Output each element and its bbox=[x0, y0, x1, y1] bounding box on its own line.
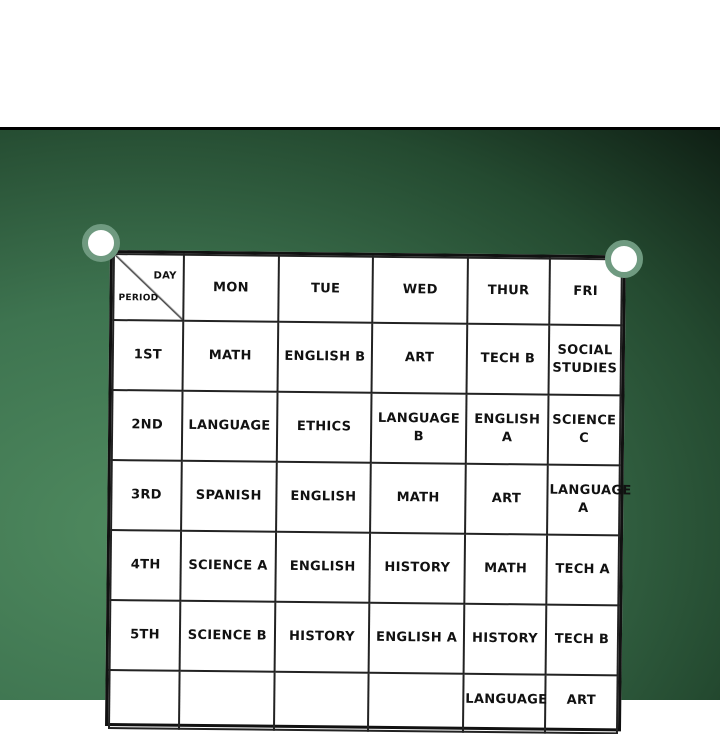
class-cell: ENGLISH bbox=[274, 531, 371, 603]
period-cell: 4TH bbox=[110, 530, 182, 601]
day-label: DAY bbox=[153, 270, 177, 282]
class-cell: LANGUAGE bbox=[181, 390, 278, 462]
corner-cell: DAY PERIOD bbox=[113, 254, 184, 321]
class-cell bbox=[368, 672, 464, 732]
class-cell: SOCIAL STUDIES bbox=[548, 324, 622, 396]
pin-right bbox=[605, 240, 643, 278]
class-cell: TECH B bbox=[466, 323, 550, 395]
class-cell: ART bbox=[465, 463, 548, 535]
period-cell bbox=[108, 670, 180, 729]
class-cell: SCIENCE C bbox=[547, 394, 621, 466]
class-cell: HISTORY bbox=[369, 532, 466, 604]
class-cell: MATH bbox=[370, 462, 466, 534]
period-cell: 1ST bbox=[112, 320, 184, 391]
class-cell: SCIENCE B bbox=[179, 600, 275, 672]
class-cell: MATH bbox=[464, 533, 548, 605]
period-cell: 2ND bbox=[111, 390, 183, 461]
header-row: DAY PERIOD MON TUE WED THUR FRI bbox=[113, 254, 622, 326]
class-cell: SPANISH bbox=[181, 460, 277, 532]
table-row: 4TH SCIENCE A ENGLISH HISTORY MATH TECH A bbox=[110, 530, 620, 606]
class-cell: ENGLISH A bbox=[368, 602, 465, 674]
class-cell: HISTORY bbox=[463, 603, 547, 675]
day-header: THUR bbox=[467, 257, 550, 325]
class-cell: LANGUAGE B bbox=[371, 392, 467, 464]
table-row: 1ST MATH ENGLISH B ART TECH B SOCIAL STUDIES bbox=[112, 320, 622, 396]
class-cell: MATH bbox=[182, 320, 278, 392]
class-cell bbox=[178, 670, 275, 730]
class-cell: ETHICS bbox=[276, 391, 372, 463]
timetable-sheet: DAY PERIOD MON TUE WED THUR FRI 1ST MATH E… bbox=[105, 250, 632, 734]
table-row: LANGUAGE ART bbox=[108, 670, 618, 734]
pin-left bbox=[82, 224, 120, 262]
class-cell: ART bbox=[371, 322, 468, 394]
class-cell: LANGUAGE bbox=[462, 673, 547, 733]
day-header: MON bbox=[183, 254, 279, 322]
class-cell: TECH B bbox=[545, 604, 619, 676]
table-row: 5TH SCIENCE B HISTORY ENGLISH A HISTORY TECH … bbox=[109, 600, 619, 676]
class-cell: ART bbox=[544, 674, 618, 734]
white-panel-top bbox=[0, 0, 720, 127]
class-cell bbox=[273, 671, 369, 731]
day-header: WED bbox=[372, 256, 468, 324]
class-cell: TECH A bbox=[546, 534, 620, 606]
class-cell: HISTORY bbox=[274, 601, 370, 673]
period-cell: 5TH bbox=[109, 600, 181, 671]
period-label: PERIOD bbox=[118, 293, 159, 304]
class-cell: ENGLISH A bbox=[465, 393, 549, 465]
table-row: 2ND LANGUAGE ETHICS LANGUAGE B ENGLISH A SCIE… bbox=[111, 390, 621, 466]
class-cell: LANGUAGE A bbox=[547, 464, 632, 536]
period-cell: 3RD bbox=[111, 460, 182, 531]
class-cell: SCIENCE A bbox=[180, 530, 276, 602]
day-header: TUE bbox=[277, 255, 374, 323]
table-row: 3RD SPANISH ENGLISH MATH ART LANGUAGE A bbox=[111, 460, 632, 536]
timetable: DAY PERIOD MON TUE WED THUR FRI 1ST MATH E… bbox=[108, 253, 632, 734]
class-cell: ENGLISH bbox=[275, 461, 372, 533]
class-cell: ENGLISH B bbox=[277, 321, 373, 393]
